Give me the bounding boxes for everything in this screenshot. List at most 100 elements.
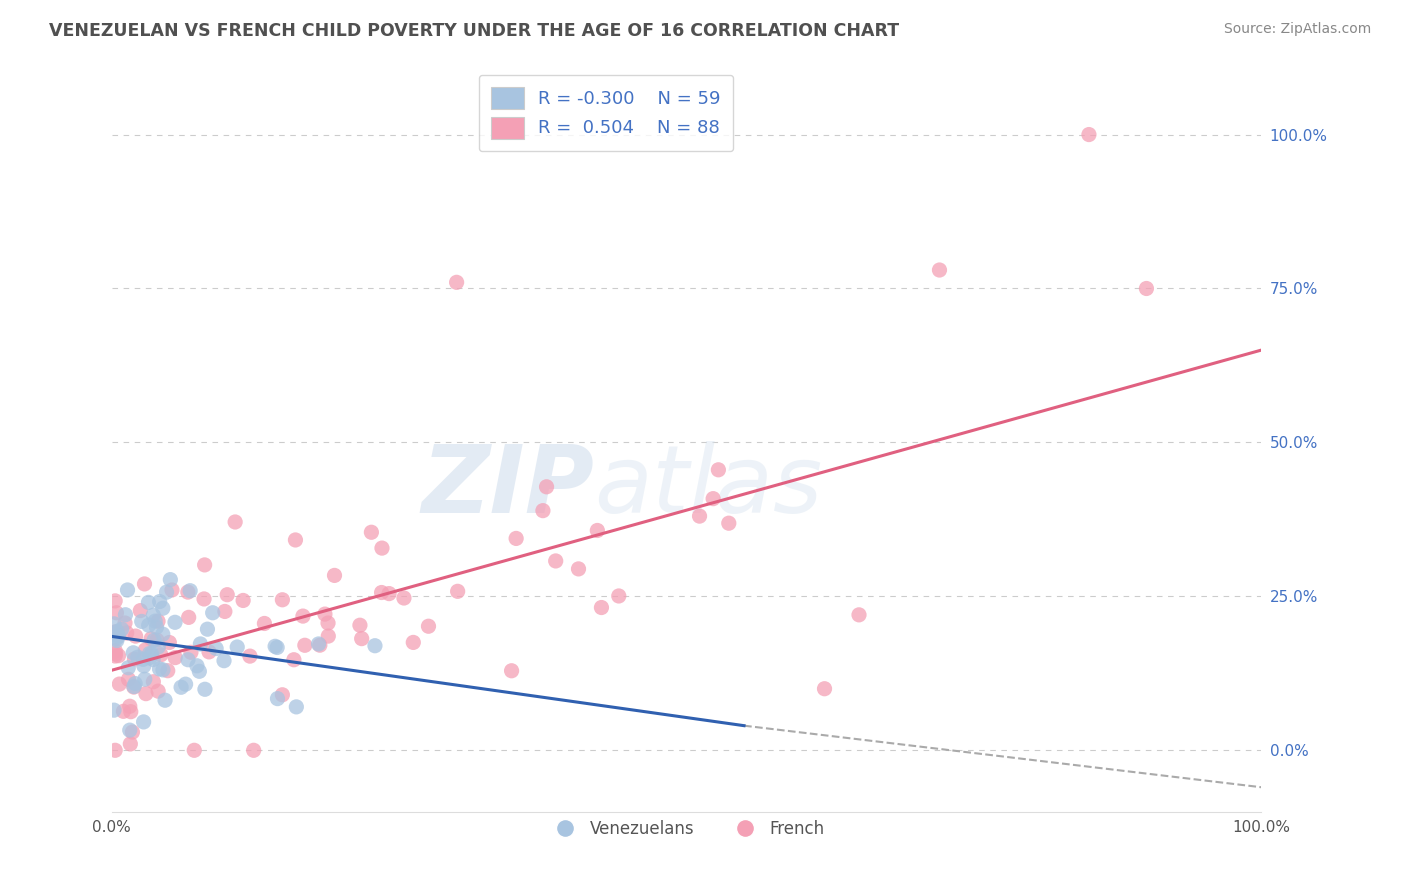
Point — [129, 604, 152, 618]
Point — [271, 688, 294, 702]
Point — [402, 635, 425, 649]
Point — [214, 604, 236, 618]
Point — [360, 525, 382, 540]
Point — [183, 743, 205, 757]
Point — [104, 594, 127, 608]
Point — [149, 648, 172, 662]
Point — [194, 682, 217, 697]
Point — [138, 647, 160, 661]
Point — [446, 276, 468, 290]
Point — [232, 593, 254, 607]
Point — [114, 607, 136, 622]
Point — [717, 516, 740, 531]
Point — [371, 541, 394, 555]
Point — [188, 665, 211, 679]
Point — [143, 633, 166, 648]
Point — [217, 588, 239, 602]
Point — [186, 658, 208, 673]
Point — [159, 573, 181, 587]
Point — [117, 673, 139, 687]
Point — [392, 591, 415, 605]
Point — [350, 632, 373, 646]
Point — [138, 618, 160, 632]
Point — [146, 614, 169, 628]
Point — [160, 582, 183, 597]
Point — [316, 629, 339, 643]
Point — [124, 629, 146, 643]
Point — [544, 554, 567, 568]
Point — [193, 591, 215, 606]
Point — [122, 680, 145, 694]
Point — [104, 647, 127, 661]
Point — [264, 640, 287, 654]
Point — [132, 658, 155, 673]
Point — [271, 592, 294, 607]
Point — [253, 616, 276, 631]
Point — [266, 691, 288, 706]
Point — [198, 645, 221, 659]
Point — [117, 661, 139, 675]
Point — [364, 639, 387, 653]
Point — [132, 714, 155, 729]
Point — [152, 663, 174, 677]
Point — [848, 607, 870, 622]
Point — [586, 524, 609, 538]
Point — [323, 568, 346, 582]
Point — [284, 533, 307, 547]
Point — [813, 681, 835, 696]
Point — [180, 645, 202, 659]
Point — [134, 643, 156, 657]
Point — [120, 737, 142, 751]
Point — [121, 725, 143, 739]
Point — [177, 610, 200, 624]
Point — [567, 562, 589, 576]
Point — [266, 640, 288, 655]
Point — [607, 589, 630, 603]
Point — [205, 641, 228, 656]
Point — [118, 699, 141, 714]
Point — [291, 609, 314, 624]
Point — [115, 626, 138, 640]
Legend: Venezuelans, French: Venezuelans, French — [541, 813, 831, 844]
Point — [146, 633, 169, 648]
Point — [1135, 281, 1157, 295]
Text: VENEZUELAN VS FRENCH CHILD POVERTY UNDER THE AGE OF 16 CORRELATION CHART: VENEZUELAN VS FRENCH CHILD POVERTY UNDER… — [49, 22, 900, 40]
Point — [294, 638, 316, 652]
Point — [145, 620, 167, 634]
Point — [224, 515, 246, 529]
Point — [149, 594, 172, 608]
Point — [132, 652, 155, 666]
Point — [124, 676, 146, 690]
Text: Source: ZipAtlas.com: Source: ZipAtlas.com — [1223, 22, 1371, 37]
Point — [316, 615, 339, 630]
Point — [146, 684, 169, 698]
Point — [108, 677, 131, 691]
Point — [226, 640, 249, 654]
Point — [707, 463, 730, 477]
Point — [134, 672, 156, 686]
Point — [107, 648, 129, 663]
Point — [104, 743, 127, 757]
Point — [153, 693, 176, 707]
Point — [107, 629, 129, 643]
Point — [179, 583, 201, 598]
Point — [156, 664, 179, 678]
Point — [591, 600, 613, 615]
Point — [177, 653, 200, 667]
Point — [134, 577, 156, 591]
Point — [212, 654, 235, 668]
Point — [112, 704, 135, 718]
Point — [170, 680, 193, 694]
Point — [104, 624, 127, 639]
Point — [141, 647, 163, 661]
Point — [505, 532, 527, 546]
Point — [142, 674, 165, 689]
Point — [157, 635, 180, 649]
Point — [446, 584, 468, 599]
Point — [105, 624, 128, 639]
Point — [124, 652, 146, 666]
Point — [242, 743, 264, 757]
Point — [141, 632, 163, 646]
Point — [689, 509, 711, 524]
Text: atlas: atlas — [595, 442, 823, 533]
